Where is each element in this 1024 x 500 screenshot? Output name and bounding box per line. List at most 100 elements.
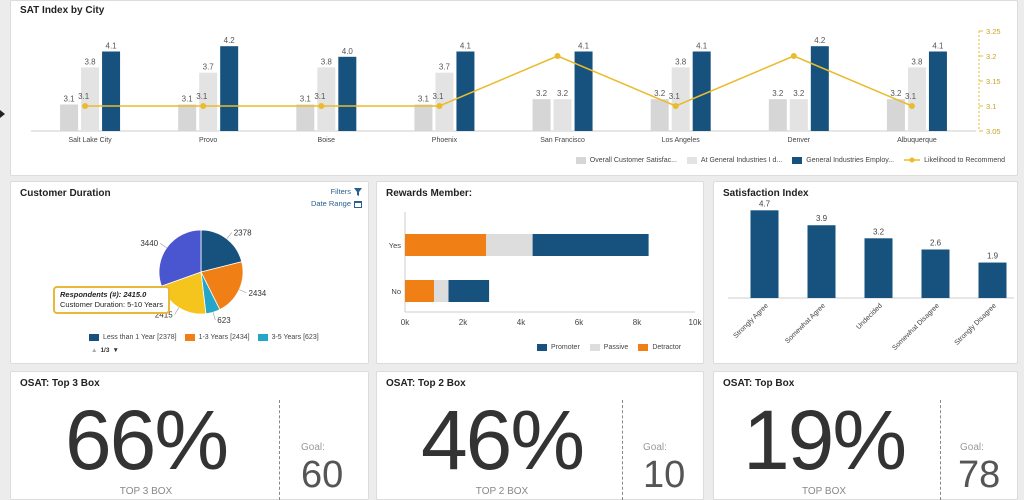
- bar-1: [907, 67, 926, 131]
- legend-item[interactable]: Overall Customer Satisfac...: [575, 156, 677, 164]
- pager-prev-icon[interactable]: ▲: [91, 347, 98, 354]
- kpi-panel-top1: OSAT: Top Box 19% TOP BOX Goal: 78: [713, 371, 1018, 500]
- data-label: 4.7: [759, 199, 771, 208]
- bar: [921, 249, 950, 298]
- bar-2: [574, 51, 593, 131]
- customer-duration-legend: Less than 1 Year [2378] 1-3 Years [2434]…: [89, 334, 319, 341]
- filters-link[interactable]: Filters: [331, 187, 362, 196]
- kpi-title: OSAT: Top 3 Box: [20, 378, 100, 389]
- data-label: 3.2: [772, 89, 784, 98]
- line-data-label: 3.1: [669, 92, 681, 101]
- x-tick-label: Salt Lake City: [68, 137, 112, 144]
- date-range-link[interactable]: Date Range: [311, 199, 362, 208]
- pie-data-label: 2378: [234, 229, 252, 238]
- goal-value: 10: [643, 454, 686, 496]
- bar: [864, 238, 893, 298]
- sat-index-panel: SAT Index by City 3.1 3.8 4.1 Salt Lake Cit…: [10, 0, 1018, 176]
- kpi-value: 66%: [64, 393, 229, 487]
- legend-item[interactable]: Likelihood to Recommend: [904, 156, 1005, 164]
- x-tick-label: San Francisco: [540, 137, 585, 144]
- legend-item[interactable]: At General Industries I d...: [686, 156, 783, 164]
- data-label: 4.0: [342, 47, 354, 56]
- line-point: [436, 103, 443, 109]
- line-data-label: 3.1: [78, 92, 90, 101]
- legend-swatch: [638, 344, 649, 351]
- line-data-label: 3.1: [196, 92, 208, 101]
- bar-2: [102, 51, 121, 131]
- bar-1: [789, 99, 808, 131]
- x-tick-label: Boise: [318, 137, 336, 144]
- legend-swatch: [589, 344, 600, 351]
- x-tick-label: Albuquerque: [897, 137, 937, 144]
- legend-label: Detractor: [652, 344, 682, 351]
- bar-1: [435, 72, 454, 131]
- tooltip-line-2: Customer Duration: 5-10 Years: [60, 300, 163, 309]
- bar-2: [810, 46, 829, 132]
- goal-label: Goal:: [301, 442, 325, 453]
- y-tick-label: Yes: [389, 241, 401, 250]
- legend-swatch: [537, 344, 547, 351]
- bar-0: [886, 99, 905, 131]
- expand-arrow-icon[interactable]: [0, 110, 5, 118]
- line-data-label: 3.1: [905, 92, 917, 101]
- data-label: 1.9: [987, 252, 999, 261]
- goal-label: Goal:: [643, 442, 667, 453]
- data-label: 4.1: [106, 42, 118, 51]
- legend-item[interactable]: Detractor: [638, 344, 681, 351]
- legend-item[interactable]: Promoter: [537, 344, 580, 351]
- legend-label: Overall Customer Satisfac...: [589, 156, 677, 164]
- line-legend-icon: [904, 157, 921, 163]
- bar-0: [296, 104, 315, 131]
- bar: [978, 262, 1007, 298]
- bar-segment: [486, 234, 533, 256]
- x-tick-label: Provo: [199, 137, 217, 144]
- bar-0: [532, 99, 551, 131]
- bar-segment: [448, 280, 490, 302]
- data-label: 3.8: [675, 57, 687, 66]
- line-point: [200, 103, 207, 109]
- data-label: 3.9: [816, 214, 828, 223]
- kpi-value: 46%: [420, 393, 585, 487]
- kpi-subtitle: TOP 2 BOX: [475, 486, 529, 497]
- x-tick-label: Phoenix: [432, 137, 458, 144]
- line-point: [908, 103, 915, 109]
- pager-next-icon[interactable]: ▼: [112, 347, 119, 354]
- bar-1: [81, 67, 100, 131]
- bar-0: [768, 99, 787, 131]
- bar-0: [650, 99, 669, 131]
- bar-segment: [405, 280, 434, 302]
- calendar-icon: [354, 200, 362, 208]
- sat-index-chart: 3.1 3.8 4.1 Salt Lake City 3.1 3.7 4.2 Provo 3.1…: [31, 27, 1001, 144]
- pie-data-label: 3440: [140, 239, 158, 248]
- legend-pager[interactable]: ▲ 1/3 ▼: [91, 347, 119, 354]
- bar-2: [338, 56, 357, 131]
- x-tick-label: 8k: [633, 318, 642, 327]
- data-label: 3.2: [873, 227, 885, 236]
- bar-1: [671, 67, 690, 131]
- kpi-value: 19%: [742, 393, 907, 487]
- date-range-label: Date Range: [310, 199, 351, 208]
- pie-leader-line: [212, 312, 216, 320]
- kpi-subtitle: TOP BOX: [801, 486, 847, 497]
- rewards-member-title: Rewards Member:: [386, 188, 473, 199]
- legend-item[interactable]: General Industries Employ...: [792, 156, 894, 164]
- legend-swatch: [686, 156, 697, 164]
- kpi-panel-top2: OSAT: Top 2 Box 46% TOP 2 BOX Goal: 10: [376, 371, 704, 500]
- legend-item[interactable]: 3-5 Years [623]: [257, 334, 319, 341]
- legend-swatch: [575, 156, 586, 164]
- line-point: [82, 103, 89, 109]
- legend-item[interactable]: 1-3 Years [2434]: [184, 334, 250, 341]
- legend-item[interactable]: Passive: [589, 344, 628, 351]
- legend-item[interactable]: Less than 1 Year [2378]: [89, 334, 177, 341]
- legend-label: At General Industries I d...: [700, 156, 783, 164]
- pie-leader-line: [239, 289, 247, 294]
- data-label: 4.1: [932, 42, 944, 51]
- pie-slice: [200, 261, 244, 311]
- satisfaction-index-panel: Satisfaction Index 4.7 Strongly Agree 3.9 S…: [713, 181, 1018, 364]
- data-label: 4.2: [224, 36, 236, 45]
- kpi-title: OSAT: Top 2 Box: [386, 378, 466, 389]
- kpi-divider: [622, 400, 623, 500]
- bar-segment: [532, 234, 649, 256]
- data-label: 3.2: [654, 89, 666, 98]
- tooltip-line-1: Respondents (#): 2415.0: [60, 290, 147, 299]
